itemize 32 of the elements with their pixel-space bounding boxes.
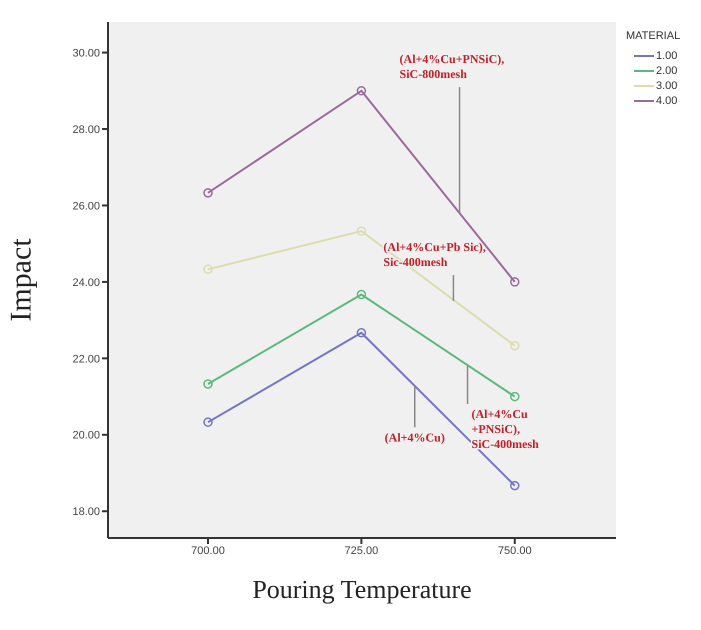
x-tick-label: 725.00: [344, 544, 378, 557]
x-tick-label: 700.00: [191, 544, 225, 557]
point: [510, 277, 520, 287]
legend-label: 4.00: [656, 94, 678, 106]
y-tick-label: 20.00: [72, 430, 100, 442]
legend-title: MATERIAL: [626, 30, 680, 42]
x-tick-label: 750.00: [498, 544, 532, 557]
point: [356, 86, 366, 96]
annotation: (Al+4%Cu+Pb Sic), Sic-400mesh: [383, 240, 486, 270]
point: [203, 264, 213, 274]
point: [203, 417, 213, 427]
annotation: (Al+4%Cu+PNSiC), SiC-800mesh: [400, 52, 504, 82]
point: [356, 290, 366, 300]
point: [510, 480, 520, 490]
y-tick-label: 30.00: [72, 47, 100, 60]
legend-label: 3.00: [656, 80, 678, 92]
y-tick-label: 22.00: [72, 353, 100, 366]
point: [356, 226, 366, 236]
point: [203, 379, 213, 389]
y-tick-label: 18.00: [72, 506, 100, 518]
y-tick-label: 24.00: [72, 276, 100, 289]
y-axis-title: Impact: [4, 238, 38, 322]
point: [510, 340, 520, 350]
legend-label: 2.00: [656, 64, 678, 76]
y-tick-label: 26.00: [72, 200, 100, 212]
x-axis-title: Pouring Temperature: [252, 575, 472, 604]
point: [510, 392, 520, 402]
point: [203, 188, 213, 198]
annotation: (Al+4%Cu): [384, 430, 445, 444]
point: [356, 328, 366, 338]
legend-label: 1.00: [656, 50, 678, 62]
y-tick-label: 28.00: [72, 124, 100, 136]
